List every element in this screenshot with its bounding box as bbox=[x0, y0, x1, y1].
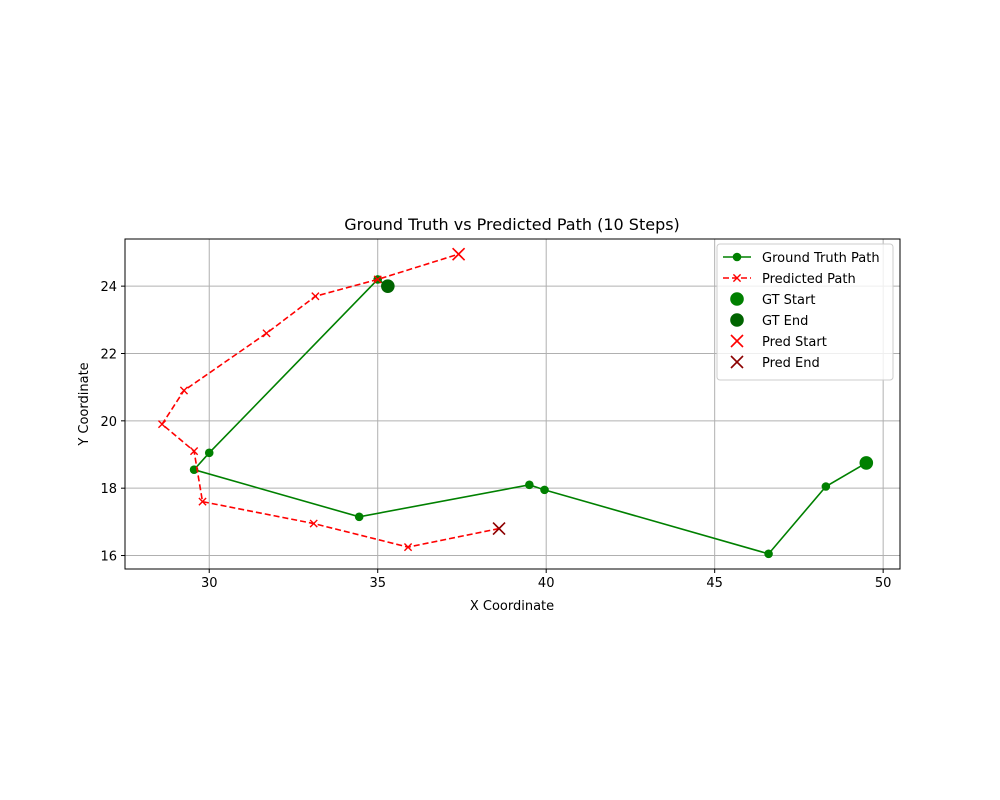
y-tick-label: 22 bbox=[100, 347, 117, 362]
ground-truth-path-line bbox=[192, 278, 867, 555]
predicted-point bbox=[189, 447, 199, 456]
legend-marker bbox=[732, 252, 742, 262]
legend-label: Pred Start bbox=[762, 335, 827, 350]
x-tick-label: 30 bbox=[201, 576, 218, 591]
x-tick-label: 35 bbox=[369, 576, 386, 591]
ground-truth-point bbox=[540, 485, 549, 495]
x-axis-label: X Coordinate bbox=[470, 599, 554, 614]
legend-marker bbox=[730, 355, 744, 369]
legend-marker bbox=[730, 334, 744, 348]
ground-truth-point bbox=[525, 480, 534, 490]
legend-item-ground-truth-path: Ground Truth Path bbox=[723, 251, 880, 266]
gt-end-marker bbox=[381, 279, 395, 293]
y-axis-label: Y Coordinate bbox=[77, 362, 92, 446]
legend-item-gt-end: GT End bbox=[730, 313, 808, 329]
legend-box bbox=[716, 243, 894, 381]
y-tick-label: 18 bbox=[100, 482, 117, 497]
legend-label: GT Start bbox=[762, 293, 815, 308]
ground-truth-point bbox=[204, 448, 214, 458]
y-tick-label: 16 bbox=[100, 550, 117, 565]
gt-start-marker bbox=[859, 456, 874, 470]
legend-label: GT End bbox=[762, 314, 808, 329]
x-tick-label: 45 bbox=[706, 576, 723, 591]
special-markers bbox=[381, 247, 874, 536]
legend: Ground Truth Path Predicted Path GT Start G… bbox=[716, 243, 894, 381]
legend-item-pred-end: Pred End bbox=[730, 355, 820, 371]
predicted-point bbox=[198, 497, 207, 506]
predicted-point bbox=[311, 292, 320, 301]
axis-ticks: 30 35 40 45 50 16 18 20 22 24 bbox=[100, 280, 891, 591]
ground-truth-point bbox=[764, 549, 773, 559]
predicted-point bbox=[373, 275, 382, 284]
legend-label: Ground Truth Path bbox=[762, 251, 880, 266]
predicted-point bbox=[309, 519, 318, 528]
pred-end-marker bbox=[492, 522, 506, 536]
legend-marker bbox=[730, 313, 744, 327]
ground-truth-point bbox=[821, 482, 831, 491]
pred-start-marker bbox=[452, 247, 466, 261]
legend-item-pred-start: Pred Start bbox=[730, 334, 827, 350]
predicted-point bbox=[262, 329, 271, 338]
predicted-point bbox=[157, 420, 167, 429]
x-tick-label: 40 bbox=[538, 576, 555, 591]
legend-item-gt-start: GT Start bbox=[730, 292, 815, 308]
y-tick-label: 20 bbox=[100, 415, 117, 430]
predicted-point bbox=[179, 386, 189, 395]
legend-marker bbox=[730, 292, 744, 306]
plot-frame bbox=[124, 238, 901, 570]
y-tick-label: 24 bbox=[100, 280, 117, 295]
x-tick-label: 50 bbox=[875, 576, 892, 591]
legend-label: Pred End bbox=[762, 356, 820, 371]
legend-marker bbox=[732, 273, 742, 283]
predicted-point bbox=[403, 543, 413, 552]
legend-label: Predicted Path bbox=[762, 272, 856, 287]
ground-truth-point bbox=[354, 512, 364, 522]
chart-title: Ground Truth vs Predicted Path (10 Steps… bbox=[344, 215, 680, 234]
legend-item-predicted-path: Predicted Path bbox=[723, 272, 856, 287]
